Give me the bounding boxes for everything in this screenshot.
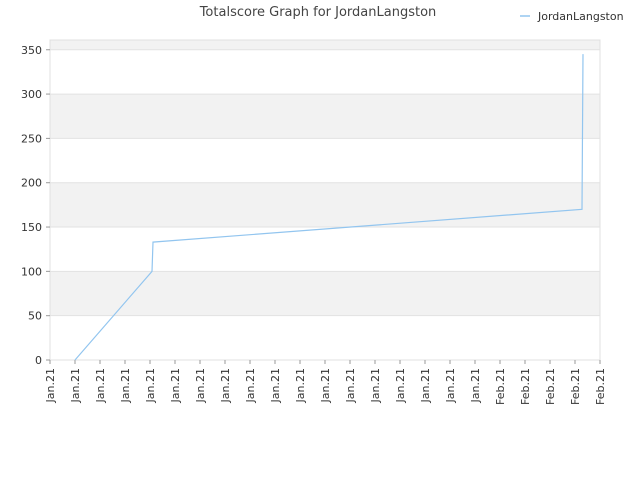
grid-band [50, 94, 600, 139]
x-tick-label: Jan.21 [394, 368, 407, 403]
y-tick-label: 100 [21, 265, 42, 278]
x-tick-label: Jan.21 [294, 368, 307, 403]
x-tick-label: Jan.21 [444, 368, 457, 403]
x-tick-label: Jan.21 [369, 368, 382, 403]
x-tick-label: Jan.21 [419, 368, 432, 403]
x-tick-label: Jan.21 [169, 368, 182, 403]
x-tick-label: Jan.21 [44, 368, 57, 403]
plot-background [49, 39, 601, 361]
x-tick-label: Jan.21 [244, 368, 257, 403]
x-tick-label: Jan.21 [69, 368, 82, 403]
y-tick-label: 350 [21, 44, 42, 57]
x-tick-label: Jan.21 [344, 368, 357, 403]
x-tick-label: Jan.21 [269, 368, 282, 403]
y-tick-label: 150 [21, 221, 42, 234]
y-tick-label: 0 [35, 354, 42, 367]
y-tick-label: 200 [21, 177, 42, 190]
x-tick-label: Jan.21 [469, 368, 482, 403]
chart-title: Totalscore Graph for JordanLangston [199, 5, 437, 20]
y-tick-label: 250 [21, 132, 42, 145]
x-tick-label: Feb.21 [519, 368, 532, 405]
x-tick-label: Jan.21 [119, 368, 132, 403]
x-tick-label: Jan.21 [94, 368, 107, 403]
x-tick-label: Feb.21 [569, 368, 582, 405]
x-tick-label: Feb.21 [594, 368, 607, 405]
grid-band [50, 40, 600, 50]
grid-band [50, 271, 600, 316]
x-tick-label: Feb.21 [494, 368, 507, 405]
x-tick-label: Feb.21 [544, 368, 557, 405]
x-tick-label: Jan.21 [194, 368, 207, 403]
grid-band [50, 182, 600, 228]
y-tick-label: 50 [28, 310, 42, 323]
legend-label: JordanLangston [537, 10, 624, 23]
x-tick-label: Jan.21 [144, 368, 157, 403]
x-tick-label: Jan.21 [219, 368, 232, 403]
x-tick-label: Jan.21 [319, 368, 332, 403]
y-tick-label: 300 [21, 88, 42, 101]
line [74, 54, 584, 361]
